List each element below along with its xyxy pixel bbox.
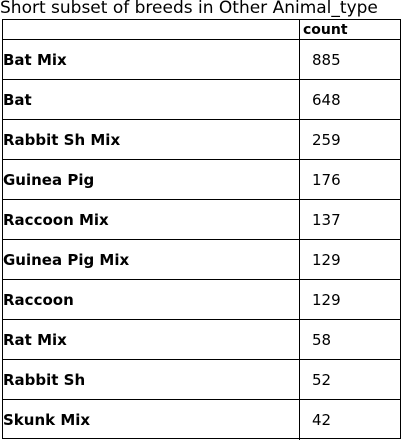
breed-label: Bat Mix (3, 51, 67, 69)
breed-label: Guinea Pig (3, 171, 95, 189)
count-value: 129 (312, 291, 341, 309)
count-value: 58 (312, 331, 332, 349)
table-caption: Short subset of breeds in Other Animal_t… (0, 0, 378, 18)
breed-label: Bat (3, 91, 32, 109)
breed-label: Skunk Mix (3, 411, 91, 429)
breed-count-table: count Bat Mix 885 Bat 648 Rabbit Sh Mix … (2, 19, 401, 440)
table-row: Guinea Pig 176 (3, 160, 400, 200)
count-value: 137 (312, 211, 341, 229)
column-divider (299, 400, 300, 440)
table-row: Skunk Mix 42 (3, 400, 400, 440)
breed-label: Guinea Pig Mix (3, 251, 130, 269)
table-body: Bat Mix 885 Bat 648 Rabbit Sh Mix 259 Gu… (3, 40, 400, 440)
breed-label: Rabbit Sh (3, 371, 86, 389)
table-row: Rabbit Sh 52 (3, 360, 400, 400)
count-value: 259 (312, 131, 341, 149)
breed-label: Rabbit Sh Mix (3, 131, 121, 149)
column-divider (299, 280, 300, 320)
column-divider (299, 20, 300, 40)
column-divider (299, 240, 300, 280)
column-divider (299, 320, 300, 360)
count-value: 42 (312, 411, 332, 429)
breed-label: Raccoon Mix (3, 211, 109, 229)
table-row: Raccoon Mix 137 (3, 200, 400, 240)
count-value: 52 (312, 371, 332, 389)
count-value: 176 (312, 171, 341, 189)
table-row: Bat 648 (3, 80, 400, 120)
table-row: Bat Mix 885 (3, 40, 400, 80)
table-header-row: count (3, 20, 400, 40)
column-divider (299, 80, 300, 120)
column-divider (299, 120, 300, 160)
count-value: 129 (312, 251, 341, 269)
column-divider (299, 200, 300, 240)
column-divider (299, 40, 300, 80)
count-value: 885 (312, 51, 341, 69)
breed-label: Raccoon (3, 291, 74, 309)
breed-label: Rat Mix (3, 331, 67, 349)
table-row: Guinea Pig Mix 129 (3, 240, 400, 280)
table-row: Raccoon 129 (3, 280, 400, 320)
column-divider (299, 360, 300, 400)
count-column-header: count (303, 22, 348, 38)
table-row: Rat Mix 58 (3, 320, 400, 360)
column-divider (299, 160, 300, 200)
table-row: Rabbit Sh Mix 259 (3, 120, 400, 160)
count-value: 648 (312, 91, 341, 109)
